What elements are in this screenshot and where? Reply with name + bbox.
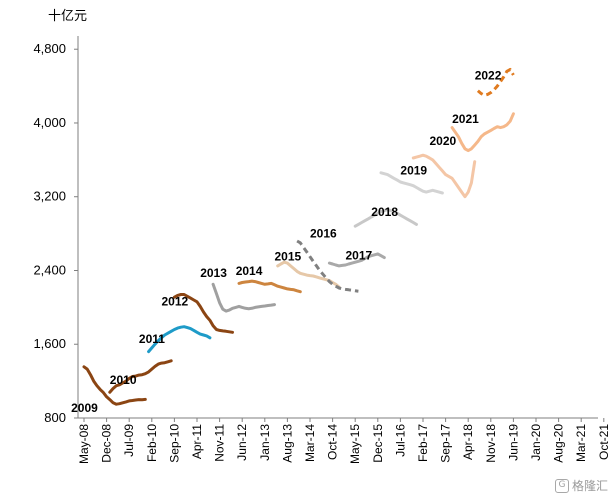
series-line-2017 bbox=[327, 252, 386, 268]
year-label-2011: 2011 bbox=[139, 332, 165, 346]
year-labels: 2009 2010 2011 2012 2013 2014 2015 2016 2017 2018… bbox=[71, 69, 502, 415]
year-label-2012: 2012 bbox=[162, 295, 189, 309]
y-unit-label: 十亿元 bbox=[48, 9, 87, 24]
series-group bbox=[82, 68, 515, 406]
x-tick-label: May-15 bbox=[348, 424, 362, 464]
x-axis: May-08 Dec-08 Jul-09 Feb-10 Sep-10 Apr-11 Nov-… bbox=[77, 417, 611, 464]
x-tick-label: Mar-14 bbox=[303, 424, 317, 462]
x-tick-label: Dec-15 bbox=[371, 424, 385, 463]
series-line-2018 bbox=[353, 208, 418, 228]
x-tick-label: Apr-18 bbox=[461, 424, 475, 460]
year-label-2013: 2013 bbox=[200, 266, 227, 280]
series-line-2020 bbox=[411, 153, 477, 199]
y-tick-label: 3,200 bbox=[33, 189, 66, 204]
y-tick-label: 4,000 bbox=[33, 115, 66, 130]
series-line-2010 bbox=[108, 359, 173, 394]
y-axis: 800 1,600 2,400 3,200 4,000 4,800 bbox=[33, 36, 79, 425]
year-label-2009: 2009 bbox=[71, 401, 98, 415]
y-tick-label: 800 bbox=[44, 410, 66, 425]
x-tick-label: Mar-21 bbox=[574, 424, 588, 462]
series-line-2014 bbox=[237, 279, 302, 294]
x-tick-label: Feb-10 bbox=[145, 424, 159, 462]
x-tick-label: Jun-12 bbox=[235, 424, 249, 461]
year-label-2021: 2021 bbox=[452, 112, 479, 126]
y-tick-label: 4,800 bbox=[33, 41, 66, 56]
series-line-2009 bbox=[82, 365, 147, 406]
x-tick-label: Jan-20 bbox=[529, 424, 543, 461]
x-tick-label: May-08 bbox=[77, 424, 91, 464]
x-tick-label: Jul-16 bbox=[393, 424, 407, 457]
year-label-2010: 2010 bbox=[110, 373, 137, 387]
x-tick-label: Aug-13 bbox=[280, 424, 294, 463]
x-tick-label: Jan-13 bbox=[258, 424, 272, 461]
series-line-2019 bbox=[379, 171, 444, 195]
x-tick-label: Dec-08 bbox=[100, 424, 114, 463]
year-label-2020: 2020 bbox=[430, 134, 457, 148]
x-tick-label: Aug-20 bbox=[552, 424, 566, 463]
x-tick-label: Oct-14 bbox=[326, 424, 340, 460]
series-line-2011 bbox=[147, 325, 212, 354]
series-line-2013 bbox=[211, 282, 276, 313]
series-line-2022 bbox=[476, 68, 515, 97]
year-label-2015: 2015 bbox=[275, 249, 302, 263]
series-line-2016 bbox=[296, 239, 359, 293]
y-tick-label: 2,400 bbox=[33, 262, 66, 277]
series-line-2021 bbox=[450, 112, 515, 153]
year-label-2019: 2019 bbox=[400, 164, 427, 178]
x-tick-label: Oct-21 bbox=[597, 424, 611, 460]
year-label-2018: 2018 bbox=[371, 205, 398, 219]
y-tick-label: 1,600 bbox=[33, 336, 66, 351]
year-label-2016: 2016 bbox=[310, 226, 337, 240]
x-tick-label: Feb-17 bbox=[416, 424, 430, 462]
x-tick-label: Apr-11 bbox=[190, 424, 204, 459]
year-label-2014: 2014 bbox=[236, 264, 263, 278]
watermark-logo-icon: G bbox=[554, 478, 569, 493]
x-tick-label: Jun-19 bbox=[506, 424, 520, 461]
x-tick-label: Jul-09 bbox=[122, 424, 136, 457]
watermark: G 格隆汇 bbox=[554, 477, 608, 494]
year-label-2017: 2017 bbox=[346, 248, 373, 262]
year-label-2022: 2022 bbox=[475, 69, 502, 83]
x-tick-label: Sep-10 bbox=[167, 424, 181, 463]
x-tick-label: Nov-18 bbox=[484, 424, 498, 463]
x-tick-label: Nov-11 bbox=[213, 424, 227, 462]
watermark-text: 格隆汇 bbox=[571, 479, 608, 493]
series-line-2012 bbox=[172, 293, 234, 334]
x-tick-label: Sep-17 bbox=[439, 424, 453, 463]
